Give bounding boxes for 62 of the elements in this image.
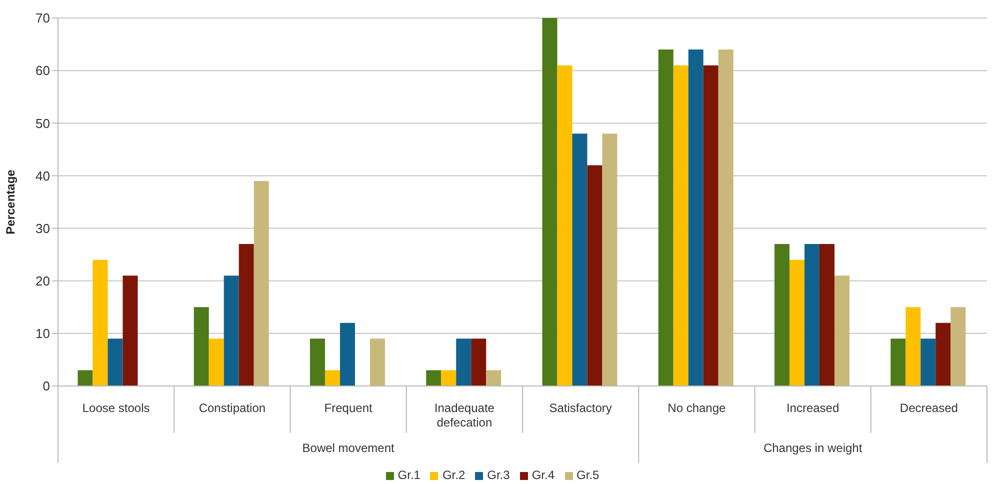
- bar: [254, 180, 269, 386]
- bar: [789, 260, 804, 386]
- legend-label: Gr.4: [532, 468, 555, 482]
- bar: [456, 338, 472, 386]
- bar: [688, 50, 704, 386]
- bar: [557, 65, 572, 386]
- y-tick-label: 70: [36, 10, 50, 26]
- bar: [658, 50, 674, 386]
- y-tick-label: 30: [36, 220, 50, 236]
- bar: [890, 338, 906, 386]
- bar: [441, 370, 456, 386]
- bar: [426, 370, 442, 386]
- bar: [471, 338, 486, 386]
- bar: [673, 65, 688, 386]
- y-tick-label: 40: [36, 168, 50, 184]
- x-tick-label: Decreased: [900, 401, 958, 416]
- bar: [804, 244, 820, 386]
- bar: [78, 370, 93, 386]
- y-tick-label: 60: [36, 63, 50, 78]
- bar: [122, 276, 138, 386]
- legend-label: Gr.5: [576, 468, 600, 482]
- x-tick-label: Satisfactory: [549, 401, 612, 416]
- bar: [92, 260, 108, 386]
- legend-label: Gr.2: [442, 468, 466, 482]
- bar: [602, 134, 618, 386]
- x-tick-label: Inadequate defecation: [434, 401, 495, 430]
- bar: [587, 165, 602, 386]
- bar: [774, 244, 790, 386]
- bar: [834, 276, 850, 386]
- bar: [950, 307, 966, 386]
- y-tick-label: 50: [36, 116, 50, 131]
- bar: [324, 370, 340, 386]
- bar: [224, 276, 239, 386]
- bar: [208, 338, 224, 386]
- bar: [486, 370, 502, 386]
- y-axis-title: Percentage: [3, 169, 18, 234]
- bar: [194, 307, 209, 386]
- text: Bowel movement: [302, 441, 395, 456]
- x-tick-label: Loose stools: [82, 401, 150, 416]
- x-tick-label: Constipation: [198, 401, 266, 416]
- x-tick-label: Increased: [786, 401, 840, 416]
- text: Changes in weight: [763, 441, 863, 456]
- bar: [542, 18, 558, 386]
- bar: [108, 338, 123, 386]
- legend-label: Gr.3: [487, 468, 510, 482]
- bar: [310, 338, 325, 386]
- bar: [572, 134, 588, 386]
- y-tick-label: 0: [42, 378, 50, 394]
- bar: [340, 322, 355, 386]
- x-tick-label: No change: [668, 401, 726, 416]
- bar: [718, 50, 734, 386]
- bar: [370, 338, 385, 386]
- bar: [703, 65, 718, 386]
- legend-label: Gr.1: [398, 468, 420, 482]
- bar: [936, 322, 951, 386]
- y-tick-label: 20: [36, 273, 50, 288]
- bar: [906, 307, 921, 386]
- x-tick-label: Frequent: [324, 401, 373, 416]
- bar: [819, 244, 834, 386]
- bar: [920, 338, 936, 386]
- bar: [238, 244, 254, 386]
- y-tick-label: 10: [36, 326, 50, 342]
